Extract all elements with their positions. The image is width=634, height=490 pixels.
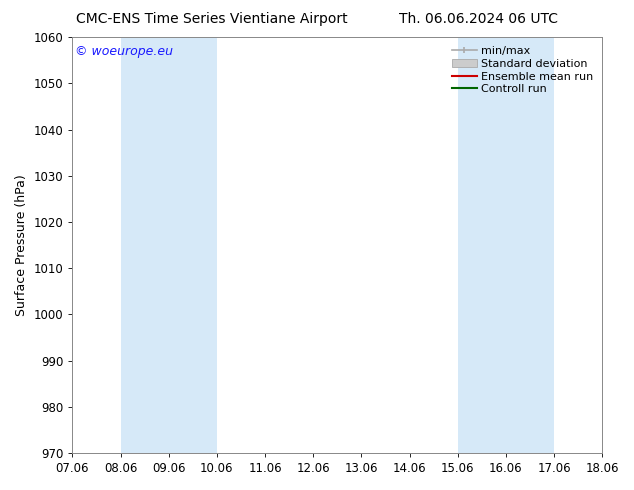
Bar <box>458 37 554 453</box>
Text: CMC-ENS Time Series Vientiane Airport: CMC-ENS Time Series Vientiane Airport <box>76 12 347 26</box>
Y-axis label: Surface Pressure (hPa): Surface Pressure (hPa) <box>15 174 28 316</box>
Text: Th. 06.06.2024 06 UTC: Th. 06.06.2024 06 UTC <box>399 12 558 26</box>
Text: © woeurope.eu: © woeurope.eu <box>75 46 173 58</box>
Bar <box>120 37 217 453</box>
Legend: min/max, Standard deviation, Ensemble mean run, Controll run: min/max, Standard deviation, Ensemble me… <box>449 43 597 98</box>
